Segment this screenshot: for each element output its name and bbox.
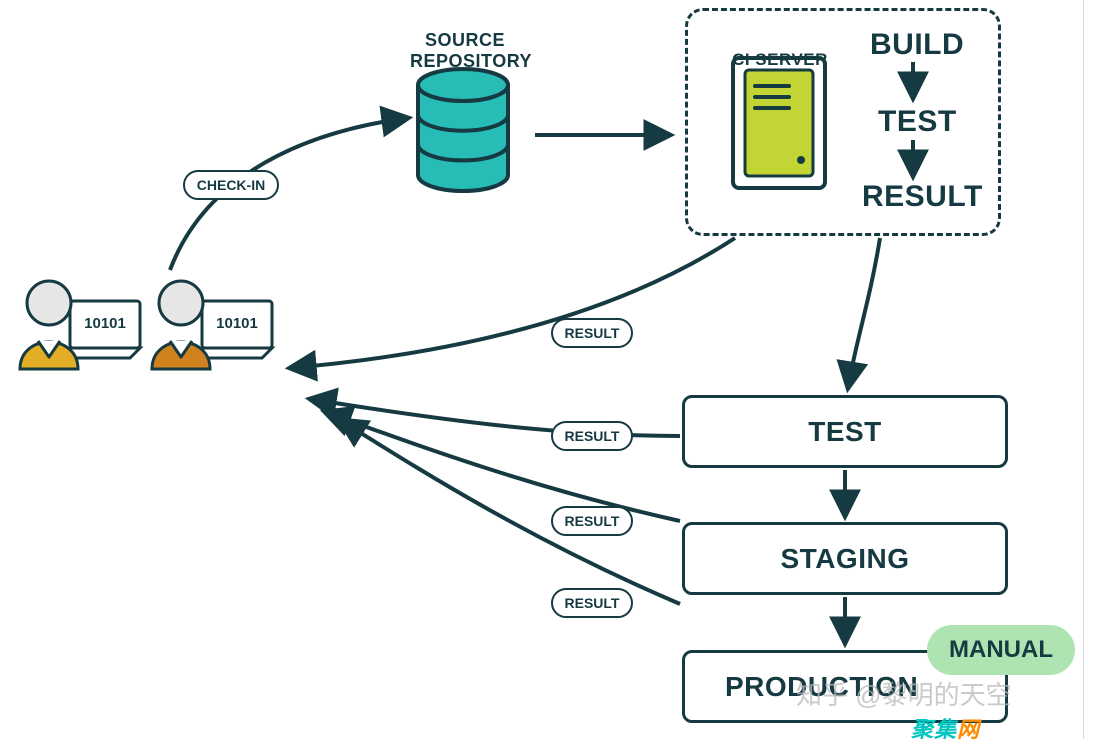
result-pill-2: RESULT [551,421,633,451]
result-label: RESULT [862,180,983,214]
check-in-pill: CHECK-IN [183,170,279,200]
diagram-stage: 1010110101 SOURCEREPOSITORY CI SERVER BU… [0,0,1094,739]
edge-ci_to_test_box [848,238,880,388]
result-pill-4: RESULT [551,588,633,618]
developers-icon: 10101 10101 [20,281,272,369]
result-pill-3: RESULT [551,506,633,536]
svg-text:10101: 10101 [84,315,126,332]
source-repository-icon [418,69,508,191]
manual-pill: MANUAL [927,625,1075,675]
result-pill-1: RESULT [551,318,633,348]
test-label: TEST [878,105,957,139]
edge-ci_to_devs_result [290,238,735,368]
svg-text:10101: 10101 [216,315,258,332]
test-stage-box: TEST [682,395,1008,468]
build-label: BUILD [870,28,964,62]
source-repository-label: SOURCEREPOSITORY [410,30,520,71]
staging-stage-box: STAGING [682,522,1008,595]
